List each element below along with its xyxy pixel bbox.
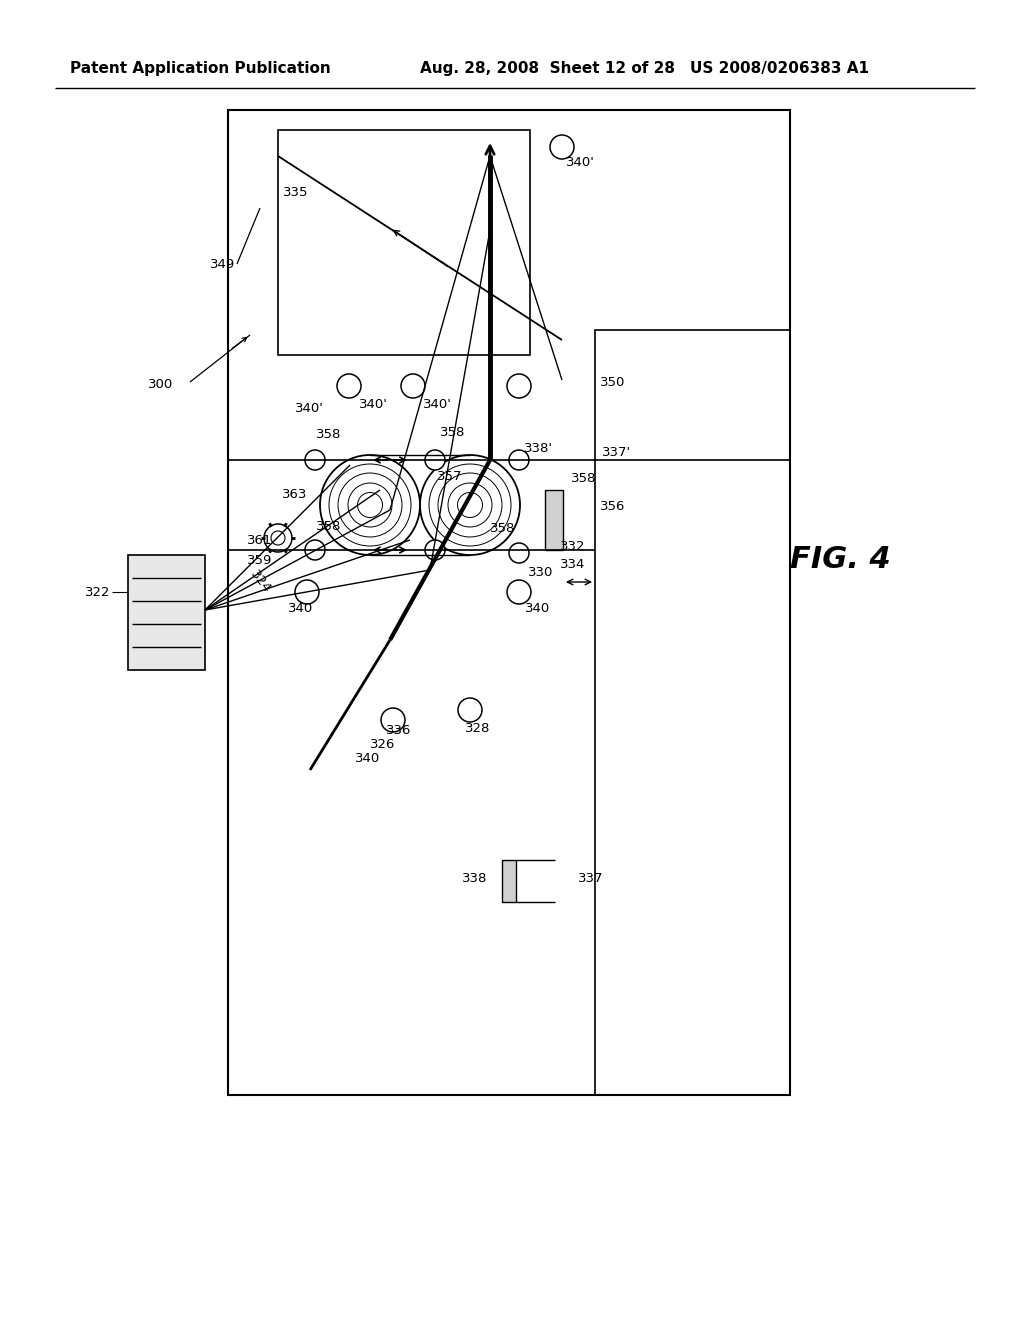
Text: 359: 359 (247, 553, 272, 566)
Text: 358: 358 (316, 428, 341, 441)
Text: 358: 358 (316, 520, 341, 533)
Circle shape (429, 465, 511, 546)
Circle shape (305, 450, 325, 470)
Text: 328: 328 (465, 722, 490, 734)
Circle shape (401, 374, 425, 399)
Text: 340: 340 (355, 751, 380, 764)
Circle shape (550, 135, 574, 158)
Text: 335: 335 (283, 186, 308, 198)
Text: 337: 337 (578, 871, 603, 884)
Text: 334: 334 (560, 557, 586, 570)
Text: 326: 326 (370, 738, 395, 751)
Circle shape (338, 473, 402, 537)
Text: 358: 358 (490, 521, 515, 535)
Circle shape (264, 524, 292, 552)
Circle shape (381, 708, 406, 733)
Circle shape (507, 579, 531, 605)
Text: 340: 340 (288, 602, 313, 615)
Text: Aug. 28, 2008  Sheet 12 of 28: Aug. 28, 2008 Sheet 12 of 28 (420, 61, 675, 75)
Circle shape (337, 374, 361, 399)
Circle shape (329, 465, 411, 546)
Text: 338': 338' (524, 441, 553, 454)
Text: 337': 337' (602, 446, 631, 458)
Circle shape (348, 483, 392, 527)
Text: 363: 363 (282, 487, 307, 500)
Text: 357: 357 (437, 470, 463, 483)
Circle shape (425, 540, 445, 560)
Text: 349: 349 (210, 257, 236, 271)
Bar (595, 330, 790, 459)
Text: FIG. 4: FIG. 4 (790, 545, 891, 574)
Text: 324: 324 (248, 568, 273, 597)
Bar (228, 110, 790, 1096)
Text: 340': 340' (566, 156, 595, 169)
Circle shape (271, 531, 285, 545)
Bar (502, 861, 516, 902)
Bar (545, 490, 563, 550)
Text: 356: 356 (600, 499, 626, 512)
Circle shape (507, 374, 531, 399)
Circle shape (458, 492, 482, 517)
Circle shape (458, 698, 482, 722)
Text: 358: 358 (440, 425, 465, 438)
Circle shape (420, 455, 520, 554)
Circle shape (295, 579, 319, 605)
Text: 336: 336 (386, 723, 412, 737)
Text: 340': 340' (359, 397, 388, 411)
Text: 340: 340 (525, 602, 550, 615)
Bar (278, 129, 530, 355)
Text: 361: 361 (247, 533, 272, 546)
Text: 340': 340' (423, 397, 452, 411)
Text: US 2008/0206383 A1: US 2008/0206383 A1 (690, 61, 869, 75)
Circle shape (449, 483, 492, 527)
Circle shape (509, 543, 529, 564)
Circle shape (319, 455, 420, 554)
Circle shape (357, 492, 383, 517)
Text: 322: 322 (85, 586, 110, 598)
Text: 330: 330 (528, 565, 553, 578)
Text: 350: 350 (600, 375, 626, 388)
Circle shape (305, 540, 325, 560)
Text: 332: 332 (560, 540, 586, 553)
Circle shape (425, 450, 445, 470)
Text: 338: 338 (462, 871, 487, 884)
Text: 340': 340' (295, 401, 324, 414)
Text: 300: 300 (148, 379, 173, 392)
Circle shape (509, 450, 529, 470)
Bar (128, 554, 205, 671)
Text: 358: 358 (571, 471, 596, 484)
Circle shape (438, 473, 502, 537)
Text: Patent Application Publication: Patent Application Publication (70, 61, 331, 75)
